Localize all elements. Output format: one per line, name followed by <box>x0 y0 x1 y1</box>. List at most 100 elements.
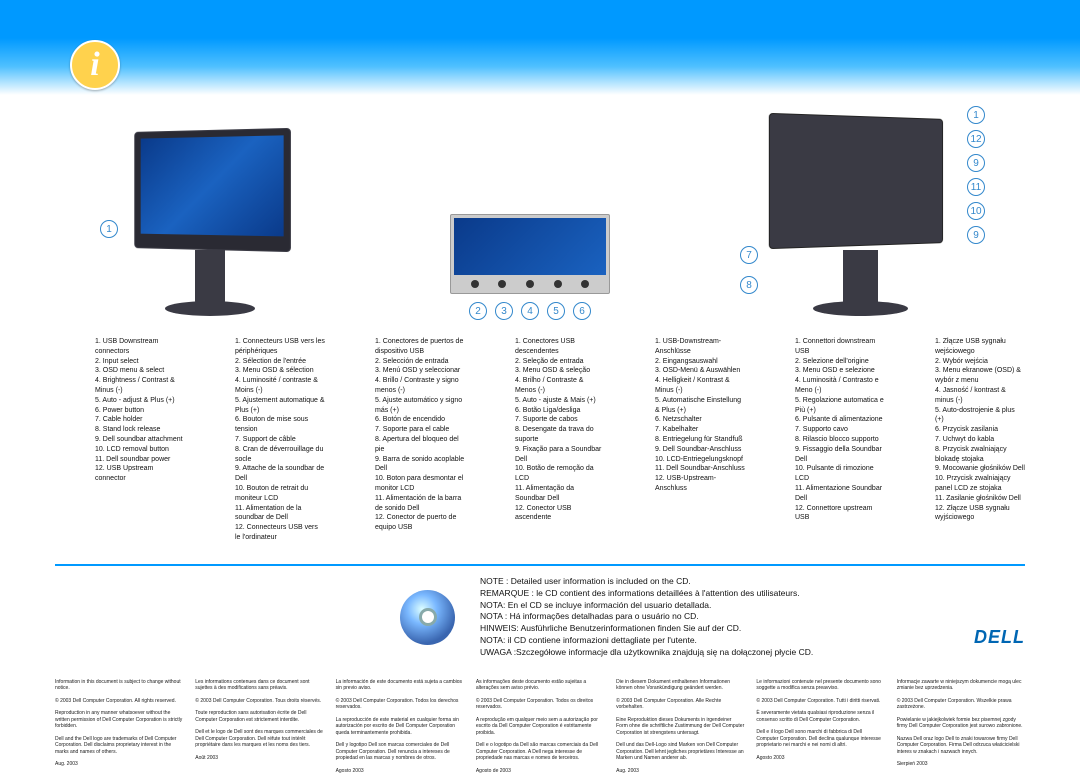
list-item: 4. Brillo / Contraste y signo menos (-) <box>375 376 465 396</box>
list-item: 3. Menu OSD & seleção <box>515 366 605 376</box>
list-item: 10. LCD removal button <box>95 445 185 455</box>
list-item: 2. Selezione dell'origine <box>795 357 885 367</box>
col-en: 1. USB Downstream connectors2. Input sel… <box>55 337 185 543</box>
list-item: 12. Conector de puerto de equipo USB <box>375 513 465 533</box>
list-item: 3. Menu OSD e selezione <box>795 366 885 376</box>
list-item: 11. Alimentazione Soundbar Dell <box>795 484 885 504</box>
list-item: 12. Złącze USB sygnału wyjściowego <box>935 504 1025 524</box>
list-item: 3. OSD-Menü & Auswählen <box>655 366 745 376</box>
footer-text: Sierpień 2003 <box>897 761 1025 768</box>
list-item: 12. USB Upstream connector <box>95 464 185 484</box>
footer-col-pt: As informações deste documento estão suj… <box>476 679 604 780</box>
list-item: 1. Connettori downstream USB <box>795 337 885 357</box>
list-item: 3. Menu ekranowe (OSD) & wybór z menu <box>935 366 1025 386</box>
note-line: REMARQUE : le CD contient des informatio… <box>480 588 813 600</box>
callout-7: 7 <box>740 246 758 264</box>
list-item: 10. Botão de remoção da LCD <box>515 464 605 484</box>
list-item: 11. Alimentation de la soundbar de Dell <box>235 504 325 524</box>
list-item: 10. Boton para desmontar el monitor LCD <box>375 474 465 494</box>
callout-9b: 9 <box>967 154 985 172</box>
list-item: 9. Attache de la soundbar de Dell <box>235 464 325 484</box>
list-item: 1. USB-Downstream-Anschlüsse <box>655 337 745 357</box>
list-item: 12. Conector USB ascendente <box>515 504 605 524</box>
footer-text: Agosto de 2003 <box>476 768 604 775</box>
footer-text: © 2003 Dell Computer Corporation. Todos … <box>476 698 604 711</box>
info-icon: i <box>70 40 120 90</box>
footer-text: Eine Reproduktion dieses Dokuments in ir… <box>616 717 744 737</box>
cd-icon <box>400 590 455 645</box>
list-item: 3. OSD menu & select <box>95 366 185 376</box>
list-item: 7. Kabelhalter <box>655 425 745 435</box>
diagram-area: 1 2 3 4 5 6 7 8 <box>0 95 1080 320</box>
list-item: 7. Cable holder <box>95 415 185 425</box>
list-item: 12. Connettore upstream USB <box>795 504 885 524</box>
footer-text: Dell et le logo de Dell sont des marques… <box>195 729 323 749</box>
legal-footer: Information in this document is subject … <box>0 659 1080 780</box>
list-item: 6. Botão Liga/desliga <box>515 406 605 416</box>
footer-text: As informações deste documento estão suj… <box>476 679 604 692</box>
top-banner: i <box>0 0 1080 95</box>
footer-text: Dell e o logotipo da Dell são marcas com… <box>476 742 604 762</box>
footer-text: Agosto 2003 <box>756 755 884 762</box>
footer-col-fr: Les informations contenues dans ce docum… <box>195 679 323 780</box>
list-item: 5. Ajustement automatique & Plus (+) <box>235 396 325 416</box>
list-item: 5. Ajuste automático y signo más (+) <box>375 396 465 416</box>
language-columns: 1. USB Downstream connectors2. Input sel… <box>0 320 1080 550</box>
callout-12b: 12 <box>967 130 985 148</box>
footer-text: La información de este documento está su… <box>336 679 464 692</box>
col-pt: 1. Conectores USB descendentes2. Seleção… <box>475 337 605 543</box>
footer-text: © 2003 Dell Computer Corporation. Todos … <box>336 698 464 711</box>
list-item: 10. Pulsante di rimozione LCD <box>795 464 885 484</box>
footer-col-en: Information in this document is subject … <box>55 679 183 780</box>
list-item: 4. Helligkeit / Kontrast & Minus (-) <box>655 376 745 396</box>
list-item: 6. Botón de encendido <box>375 415 465 425</box>
controls-view: 2 3 4 5 6 <box>450 214 610 320</box>
footer-text: Toute reproduction sans autorisation écr… <box>195 710 323 723</box>
list-item: 2. Eingangsauswahl <box>655 357 745 367</box>
notes-block: NOTE : Detailed user information is incl… <box>480 576 813 659</box>
list-item: 7. Support de câble <box>235 435 325 445</box>
footer-text: Le informazioni contenute nel presente d… <box>756 679 884 692</box>
list-item: 8. Przycisk zwalniający blokadę stojaka <box>935 445 1025 465</box>
footer-text: A reprodução em qualquer meio sem a auto… <box>476 717 604 737</box>
list-item: 10. Przycisk zwalniający panel LCD ze st… <box>935 474 1025 494</box>
list-item: 11. Dell soundbar power <box>95 455 185 465</box>
callout-1: 1 <box>100 220 118 238</box>
list-item: 8. Entriegelung für Standfuß <box>655 435 745 445</box>
callout-6: 6 <box>573 302 591 320</box>
list-item: 4. Jasność / kontrast & minus (-) <box>935 386 1025 406</box>
list-item: 2. Seleção de entrada <box>515 357 605 367</box>
list-item: 2. Wybór wejścia <box>935 357 1025 367</box>
callout-5: 5 <box>547 302 565 320</box>
list-item: 4. Brilho / Contraste & Menos (-) <box>515 376 605 396</box>
footer-text: La reproducción de este material en cual… <box>336 717 464 737</box>
footer-col-it: Le informazioni contenute nel presente d… <box>756 679 884 780</box>
list-item: 9. Dell Soundbar-Anschluss <box>655 445 745 455</box>
col-es: 1. Conectores de puertos de dispositivo … <box>335 337 465 543</box>
list-item: 8. Cran de déverrouillage du socle <box>235 445 325 465</box>
footer-text: Les informations contenues dans ce docum… <box>195 679 323 692</box>
list-item: 9. Barra de sonido acoplable Dell <box>375 455 465 475</box>
note-line: NOTA : Há informações detalhadas para o … <box>480 611 813 623</box>
footer-text: Powielanie w jakiejkolwiek formie bez pi… <box>897 717 1025 730</box>
list-item: 9. Dell soundbar attachment <box>95 435 185 445</box>
list-item: 9. Fixação para a Soundbar Dell <box>515 445 605 465</box>
list-item: 8. Desengate da trava do suporte <box>515 425 605 445</box>
list-item: 10. Bouton de retrait du moniteur LCD <box>235 484 325 504</box>
list-item: 4. Brightness / Contrast & Minus (-) <box>95 376 185 396</box>
list-item: 8. Rilascio blocco supporto <box>795 435 885 445</box>
note-line: HINWEIS: Ausführliche Benutzerinformatio… <box>480 623 813 635</box>
col-pl: 1. Złącze USB sygnału wejściowego2. Wybó… <box>895 337 1025 543</box>
note-line: UWAGA :Szczegółowe informacje dla użytko… <box>480 647 813 659</box>
note-line: NOTA: En el CD se incluye información de… <box>480 600 813 612</box>
footer-col-de: Die in diesem Dokument enthaltenen Infor… <box>616 679 744 780</box>
list-item: 2. Sélection de l'entrée <box>235 357 325 367</box>
footer-text: Dell e il logo Dell sono marchi di fabbr… <box>756 729 884 749</box>
list-item: 1. USB Downstream connectors <box>95 337 185 357</box>
list-item: 6. Power button <box>95 406 185 416</box>
callout-11b: 11 <box>967 178 985 196</box>
list-item: 8. Apertura del bloqueo del pie <box>375 435 465 455</box>
footer-text: © 2003 Dell Computer Corporation. Wszelk… <box>897 698 1025 711</box>
list-item: 5. Automatische Einstellung & Plus (+) <box>655 396 745 416</box>
footer-text: Dell und das Dell-Logo sind Marken von D… <box>616 742 744 762</box>
